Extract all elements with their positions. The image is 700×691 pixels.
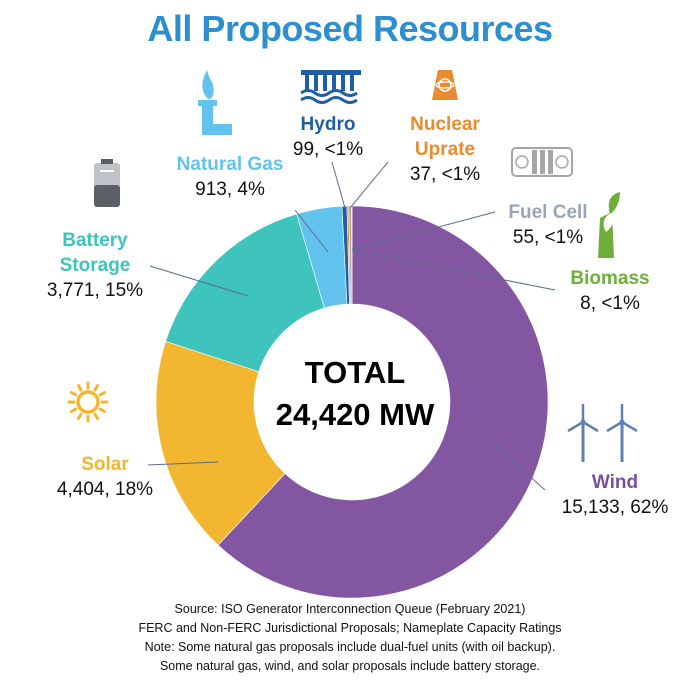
- leader-line: [352, 249, 556, 291]
- slice-label-name: Solar: [81, 454, 129, 475]
- total-line-2: 24,420 MW: [275, 397, 435, 432]
- slice-label-name: Storage: [59, 255, 131, 276]
- leader-line: [149, 265, 249, 297]
- slice-label-name: Hydro: [300, 114, 356, 135]
- biomass-icon: [598, 192, 620, 258]
- source-line: Source: ISO Generator Interconnection Qu…: [174, 602, 526, 616]
- slice-label-value: 55, <1%: [512, 227, 584, 248]
- leader-line: [351, 211, 496, 251]
- source-line: FERC and Non-FERC Jurisdictional Proposa…: [138, 621, 562, 635]
- slice-label: Biomass 8, <1%: [555, 266, 665, 316]
- leader-line: [294, 209, 329, 253]
- leader-line: [494, 444, 546, 491]
- wind-turbines-icon: [567, 404, 638, 462]
- slice-label-value: 99, <1%: [292, 139, 364, 160]
- leader-line: [349, 161, 389, 209]
- slice-label-name: Biomass: [570, 268, 650, 289]
- leader-line: [331, 161, 346, 209]
- slice-label-name: Nuclear: [410, 114, 480, 135]
- source-line: Note: Some natural gas proposals include…: [144, 640, 556, 654]
- slice-label: Fuel Cell 55, <1%: [488, 200, 608, 250]
- slice-label-value: 8, <1%: [580, 293, 640, 314]
- slice-label-value: 3,771, 15%: [46, 280, 144, 301]
- source-line: Some natural gas, wind, and solar propos…: [159, 659, 541, 673]
- gas-flame-icon: [198, 70, 232, 135]
- total-line-1: TOTAL: [304, 355, 406, 390]
- nuclear-icon: [432, 70, 458, 100]
- slice-label-value: 4,404, 18%: [56, 479, 154, 500]
- slice-label-value: 37, <1%: [409, 164, 481, 185]
- chart-title: All Proposed Resources: [147, 8, 553, 49]
- slice-label-name: Natural Gas: [176, 154, 284, 175]
- slice-solar: [155, 341, 286, 546]
- battery-icon: [94, 159, 120, 207]
- sun-icon: [67, 381, 109, 423]
- slice-label: Battery Storage 3,771, 15%: [20, 228, 170, 303]
- slice-label-name: Uprate: [414, 139, 476, 160]
- total-label: TOTAL 24,420 MW: [255, 352, 455, 436]
- slice-label: Wind 15,133, 62%: [540, 470, 690, 520]
- source-notes: Source: ISO Generator Interconnection Qu…: [0, 600, 700, 676]
- slice-label-value: 913, 4%: [195, 179, 265, 200]
- slice-label: Nuclear Uprate 37, <1%: [390, 112, 500, 187]
- slice-label-name: Wind: [591, 472, 639, 493]
- slice-label: Solar 4,404, 18%: [30, 452, 180, 502]
- slice-label-value: 15,133, 62%: [561, 497, 669, 518]
- slice-label: Natural Gas 913, 4%: [155, 152, 305, 202]
- dam-icon: [300, 70, 361, 104]
- fuel-cell-icon: [511, 147, 573, 177]
- slice-battery-storage: [165, 213, 325, 373]
- slice-label-name: Fuel Cell: [508, 202, 588, 223]
- slice-label: Hydro 99, <1%: [268, 112, 388, 162]
- slice-label-name: Battery: [62, 230, 128, 251]
- leader-line: [147, 461, 219, 466]
- slice-wind: [217, 205, 549, 599]
